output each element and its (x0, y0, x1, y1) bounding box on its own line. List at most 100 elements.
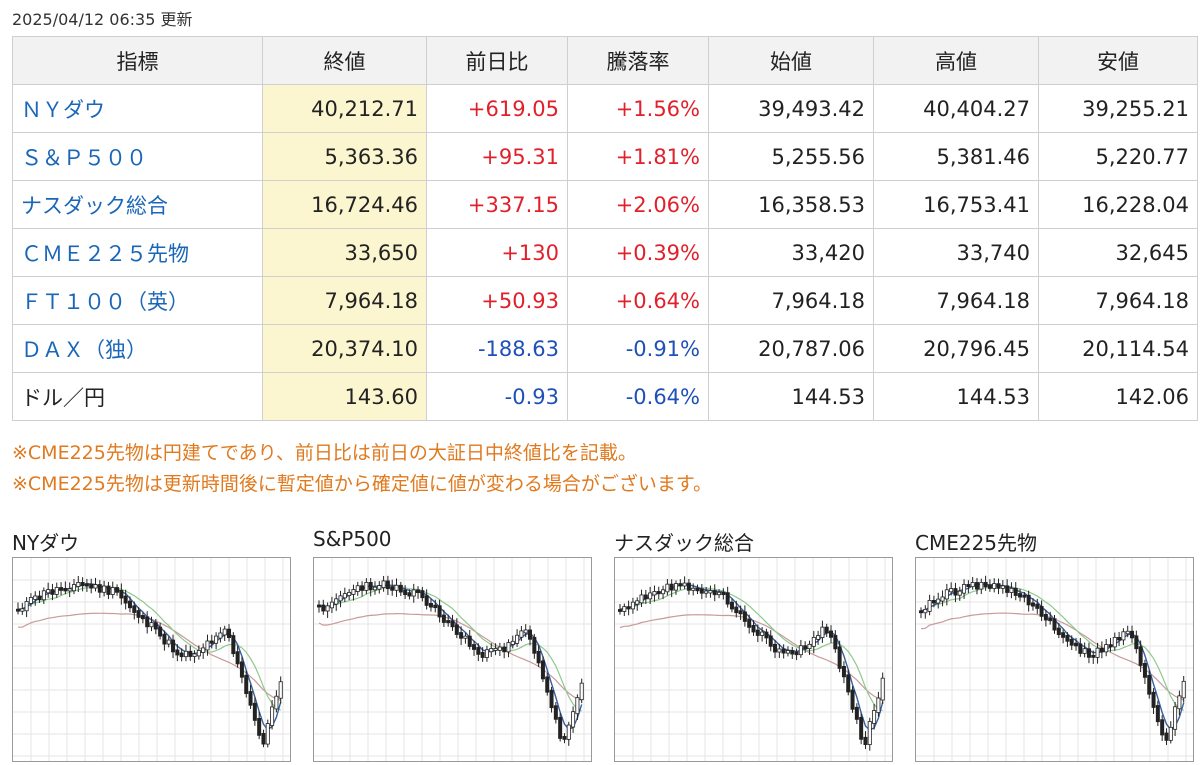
header-change: 前日比 (426, 36, 568, 85)
candle (811, 631, 816, 654)
candlestick-chart (314, 558, 591, 761)
candle (398, 581, 403, 596)
candle (1134, 630, 1139, 654)
chart-title: NYダウ (12, 531, 80, 555)
moving-average-line (920, 583, 1185, 731)
candle (966, 580, 971, 594)
candle (16, 602, 21, 615)
chart-area[interactable] (915, 557, 1194, 762)
candlestick-chart (13, 558, 290, 761)
candle (1086, 642, 1091, 664)
high-value: 20,796.45 (873, 324, 1039, 373)
chart-cme225[interactable]: CME225先物 (915, 527, 1195, 762)
change-pct-value: -0.91% (567, 324, 709, 373)
candle (1061, 629, 1066, 644)
change-value: +50.93 (426, 276, 568, 325)
candle (145, 611, 150, 634)
low-value: 7,964.18 (1038, 276, 1198, 325)
candle (742, 605, 747, 627)
candle (454, 618, 459, 639)
candle (257, 711, 262, 740)
indicator-link[interactable]: ＣＭＥ２２５先物 (21, 241, 189, 266)
table-row: ＤＡＸ（独） 20,374.10 -188.63 -0.91% 20,787.06 20,… (12, 324, 1198, 373)
high-value: 16,753.41 (873, 180, 1039, 229)
candle (1117, 631, 1122, 646)
candle (149, 616, 154, 632)
open-value: 39,493.42 (708, 84, 874, 133)
candle (940, 590, 945, 607)
indicator-name-cell[interactable]: ＮＹダウ (12, 84, 263, 133)
candle (209, 634, 214, 649)
candle (545, 672, 550, 696)
candle (67, 582, 72, 598)
candle (1155, 700, 1160, 726)
chart-sp500[interactable]: S&P500 (313, 527, 593, 762)
candle (214, 632, 219, 650)
chart-area[interactable] (313, 557, 592, 762)
open-value: 7,964.18 (708, 276, 874, 325)
chart-nasdaq[interactable]: ナスダック総合 (614, 527, 894, 762)
chart-area[interactable] (614, 557, 893, 762)
indicator-name-cell[interactable]: ＦＴ１００（英） (12, 276, 263, 325)
table-row: Ｓ＆Ｐ５００ 5,363.36 +95.31 +1.81% 5,255.56 5,381.… (12, 132, 1198, 181)
indicator-link[interactable]: ＤＡＸ（独） (21, 337, 147, 362)
close-value: 5,363.36 (262, 132, 427, 181)
candle (794, 648, 799, 661)
change-value: +130 (426, 228, 568, 277)
indicator-name-cell[interactable]: ＤＡＸ（独） (12, 324, 263, 373)
candle (575, 694, 580, 720)
candle (1069, 635, 1074, 651)
candle (678, 579, 683, 590)
candle (80, 577, 85, 592)
candle (321, 599, 326, 615)
indicator-name-cell[interactable]: ナスダック総合 (12, 180, 263, 229)
candle (1043, 609, 1048, 627)
candle (747, 614, 752, 634)
note-line: ※CME225先物は円建てであり、前日比は前日の大証日中終値比を記載。 (12, 442, 637, 464)
candle (368, 577, 373, 597)
candle (528, 625, 533, 646)
indicator-link[interactable]: ＦＴ１００（英） (21, 289, 189, 314)
candle (377, 581, 382, 594)
table-row: ＣＭＥ２２５先物 33,650 +130 +0.39% 33,420 33,740 32,6… (12, 228, 1198, 277)
candle (132, 601, 137, 620)
candle (158, 622, 163, 640)
candle (403, 585, 408, 599)
candle (1168, 721, 1173, 744)
candle (1104, 638, 1109, 657)
candle (50, 583, 55, 601)
candle (949, 582, 954, 596)
chart-nydow[interactable]: NYダウ (12, 527, 292, 762)
candle (175, 644, 180, 662)
candle (1142, 659, 1147, 685)
indicator-link[interactable]: ナスダック総合 (21, 193, 168, 218)
indicator-name-cell[interactable]: ＣＭＥ２２５先物 (12, 228, 263, 277)
candle (1181, 675, 1186, 703)
indicator-link[interactable]: Ｓ＆Ｐ５００ (21, 145, 147, 170)
candle (201, 643, 206, 659)
candle (385, 575, 390, 596)
candle (274, 690, 279, 713)
candle (630, 597, 635, 614)
candle (1173, 702, 1178, 737)
candlestick-chart (916, 558, 1193, 761)
candle (1035, 598, 1040, 614)
candle (712, 584, 717, 602)
candle (519, 625, 524, 642)
candle (820, 620, 825, 643)
candle (1039, 600, 1044, 621)
header-indicator: 指標 (12, 36, 263, 85)
candle (699, 584, 704, 600)
candle (695, 584, 700, 595)
candle (28, 593, 33, 607)
indicator-link[interactable]: ＮＹダウ (21, 97, 105, 122)
candle (691, 583, 696, 596)
notes: ※CME225先物は円建てであり、前日比は前日の大証日中終値比を記載。 ※CME… (12, 438, 712, 500)
chart-area[interactable] (12, 557, 291, 762)
moving-average-line (318, 586, 582, 712)
candle (571, 706, 576, 733)
candle (957, 586, 962, 601)
indicator-name-cell[interactable]: Ｓ＆Ｐ５００ (12, 132, 263, 181)
candle (562, 733, 567, 744)
candle (1099, 641, 1104, 659)
